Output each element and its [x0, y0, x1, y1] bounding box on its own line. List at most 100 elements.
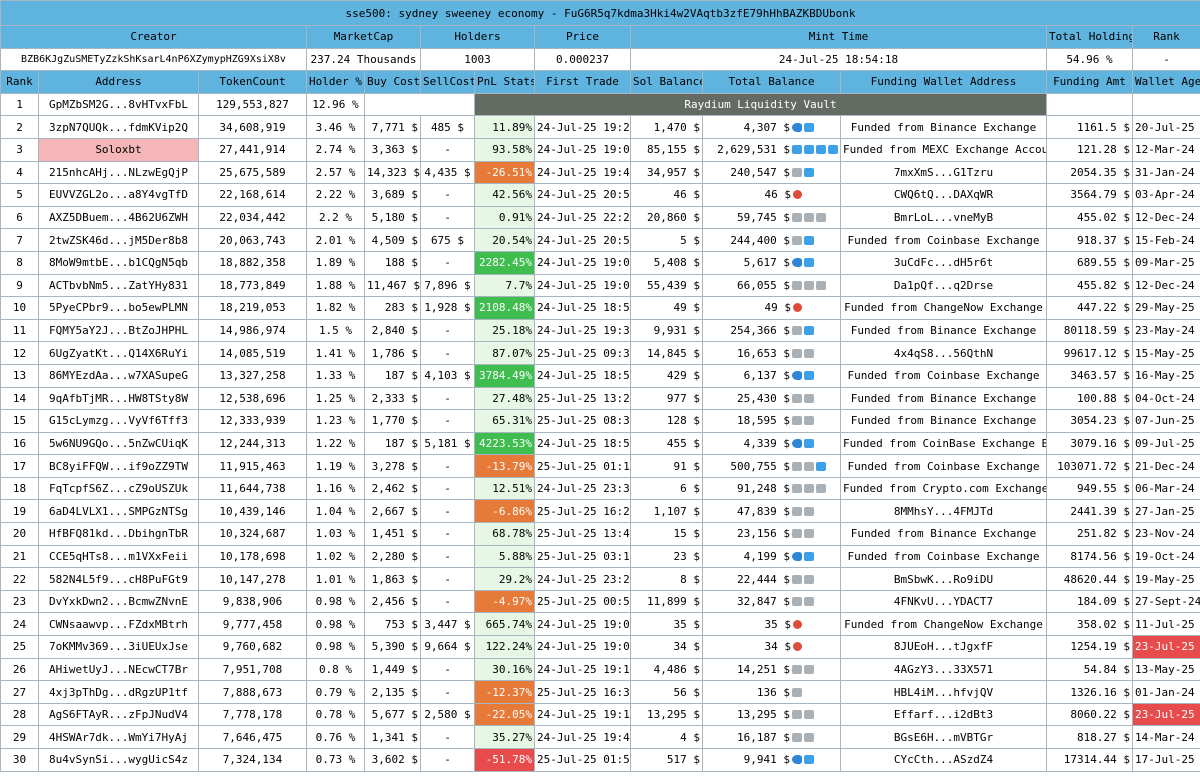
address-cell[interactable]: HfBFQ81kd...DbihgnTbR	[38, 522, 199, 546]
funding-wallet-cell[interactable]: Effarf...i2dBt3	[840, 702, 1047, 727]
wallet-age-cell: 14-Mar-24 00:35	[1131, 725, 1200, 749]
address-cell[interactable]: 5w6NU9GQo...5nZwCUiqK	[38, 431, 199, 456]
address-cell[interactable]: G15cLymzg...VyVf6Tff3	[38, 409, 199, 433]
wallet-age-cell: 19-May-25 23:34	[1131, 567, 1200, 591]
funding-wallet-cell[interactable]: Funded from Binance Exchange	[840, 115, 1047, 139]
table-row: 11 FQMY5aY2J...BtZoJHPHL 14,986,974 1.5 % 2,…	[0, 318, 1200, 343]
total-balance-cell: 5,617 $	[702, 250, 841, 275]
address-cell[interactable]: AgS6FTAyR...zFpJNudV4	[38, 702, 199, 727]
funding-wallet-cell[interactable]: 8MMhsY...4FMJTd	[840, 499, 1047, 524]
address-cell[interactable]: 7oKMMv369...3iUEUxJse	[38, 635, 199, 659]
address-cell[interactable]: 8u4vSynSi...wygUicS4z	[38, 748, 199, 772]
address-cell[interactable]: CWNsaawvp...FZdxMBtrh	[38, 612, 199, 637]
address-cell[interactable]: 3zpN7QUQk...fdmKVip2Q	[38, 115, 199, 139]
funding-wallet-cell[interactable]: 3uCdFc...dH5r6t	[840, 250, 1047, 275]
address-cell[interactable]: 86MYEzdAa...w7XASupeG	[38, 363, 199, 388]
wallet-age-cell: 12-Dec-24 22:07	[1131, 273, 1200, 298]
total-balance-value: 6,137 $	[743, 369, 790, 383]
pnl-cell: 0.91%	[474, 205, 535, 230]
funding-wallet-cell[interactable]: 8JUEoH...tJgxfF	[840, 635, 1047, 659]
funding-wallet-cell[interactable]: 7mxXmS...G1Tzru	[840, 160, 1047, 185]
total-balance-value: 32,847 $	[737, 595, 790, 609]
address-cell[interactable]: Soloxbt	[38, 137, 199, 162]
token-count-cell: 12,333,939	[198, 409, 307, 433]
pnl-cell: 665.74%	[474, 612, 535, 637]
holder-pct-cell: 1.23 %	[306, 409, 365, 433]
creator-address[interactable]: BZB6KJgZuSMETyZzkShKsarL4nP6XZymypHZG9Xs…	[0, 47, 307, 72]
funding-wallet-cell[interactable]: Funded from ChangeNow Exchange	[840, 296, 1047, 320]
address-cell[interactable]: 6aD4LVLX1...SMPGzNTSg	[38, 499, 199, 524]
wallet-age-cell: 31-Jan-24 22:51	[1131, 160, 1200, 185]
first-trade-cell: 24-Jul-25 19:16	[534, 657, 631, 682]
address-cell[interactable]: 4HSWAr7dk...WmYi7HyAj	[38, 725, 199, 749]
funding-wallet-cell[interactable]: Funded from Binance Exchange	[840, 522, 1047, 546]
address-cell[interactable]: 582N4L5f9...cH8PuFGt9	[38, 567, 199, 591]
address-cell[interactable]: DvYxkDwn2...BcmwZNvnE	[38, 589, 199, 614]
funding-wallet-cell[interactable]: 4FNKvU...YDACT7	[840, 589, 1047, 614]
token-count-cell: 25,675,589	[198, 160, 307, 185]
rank-cell: 3	[0, 137, 39, 162]
funding-wallet-cell[interactable]: 4AGzY3...33X571	[840, 657, 1047, 682]
address-cell[interactable]: 5PyeCPbr9...bo5ewPLMN	[38, 296, 199, 320]
wallet-age-cell: 29-May-25 13:03	[1131, 296, 1200, 320]
sell-cost-cell: 9,664 $	[420, 635, 475, 659]
funding-wallet-cell[interactable]: Funded from ChangeNow Exchange	[840, 612, 1047, 637]
funding-wallet-cell[interactable]: Funded from CoinBase Exchange BWs	[840, 431, 1047, 456]
funding-wallet-cell[interactable]: BmrLoL...vneMyB	[840, 205, 1047, 230]
gray-fish-icon	[792, 710, 802, 720]
funding-amt-cell: 17314.44 $	[1046, 748, 1133, 772]
buy-cost-cell: 11,467 $	[364, 273, 421, 298]
funding-amt-cell: 818.27 $	[1046, 725, 1133, 749]
funding-wallet-cell[interactable]: Funded from Coinbase Exchange	[840, 544, 1047, 569]
first-trade-cell: 24-Jul-25 23:36	[534, 476, 631, 501]
funding-wallet-cell[interactable]: Funded from Coinbase Exchange	[840, 363, 1047, 388]
funding-wallet-cell[interactable]: 4x4qS8...56QthN	[840, 341, 1047, 365]
address-cell[interactable]: GpMZbSM2G...8vHTvxFbL	[38, 92, 199, 117]
token-count-cell: 7,888,673	[198, 680, 307, 704]
sell-cost-cell: -	[420, 250, 475, 275]
sell-cost-cell: 1,928 $	[420, 296, 475, 320]
pnl-cell: 3784.49%	[474, 363, 535, 388]
address-cell[interactable]: CCE5qHTs8...m1VXxFeii	[38, 544, 199, 569]
first-trade-cell: 24-Jul-25 18:57	[534, 296, 631, 320]
address-cell[interactable]: AXZ5DBuem...4B62U6ZWH	[38, 205, 199, 230]
gray-fish-icon	[804, 348, 814, 358]
holder-pct-cell: 0.98 %	[306, 589, 365, 614]
address-cell[interactable]: AHiwetUyJ...NEcwCT7Br	[38, 657, 199, 682]
address-cell[interactable]: 6UgZyatKt...Q14X6RuYi	[38, 341, 199, 365]
address-cell[interactable]: 215nhcAHj...NLzwEgQjP	[38, 160, 199, 185]
address-cell[interactable]: 9qAfbTjMR...HW8TSty8W	[38, 386, 199, 411]
funding-wallet-cell[interactable]: CYcCth...ASzdZ4	[840, 748, 1047, 772]
funding-wallet-cell[interactable]: Funded from MEXC Exchange Account	[840, 137, 1047, 162]
sol-balance-cell: 34 $	[630, 635, 703, 659]
address-cell[interactable]: 2twZSK46d...jM5Der8b8	[38, 228, 199, 252]
funding-wallet-cell[interactable]: BGsE6H...mVBTGr	[840, 725, 1047, 749]
total-balance-cell: 14,251 $	[702, 657, 841, 682]
funding-wallet-cell[interactable]: Da1pQf...q2Drse	[840, 273, 1047, 298]
address-cell[interactable]: 4xj3pThDg...dRgzUP1tf	[38, 680, 199, 704]
funding-wallet-cell[interactable]: Funded from Crypto.com Exchange	[840, 476, 1047, 501]
address-cell[interactable]: FQMY5aY2J...BtZoJHPHL	[38, 318, 199, 343]
funding-wallet-cell[interactable]: Funded from Coinbase Exchange	[840, 228, 1047, 252]
funding-wallet-cell[interactable]: Funded from Coinbase Exchange	[840, 454, 1047, 478]
funding-wallet-cell[interactable]: HBL4iM...hfvjQV	[840, 680, 1047, 704]
address-cell[interactable]: 8MoW9mtbE...b1CQgN5qb	[38, 250, 199, 275]
creator-header: Creator	[0, 25, 307, 49]
funding-wallet-cell[interactable]: Funded from Binance Exchange	[840, 386, 1047, 411]
price-header: Price	[534, 25, 631, 49]
mint-time-header: Mint Time	[630, 25, 1047, 49]
address-cell[interactable]: ACTbvbNm5...ZatYHy831	[38, 273, 199, 298]
funding-wallet-cell[interactable]: CWQ6tQ...DAXqWR	[840, 183, 1047, 207]
rank-cell: 19	[0, 499, 39, 524]
gray-fish-icon	[804, 574, 814, 584]
address-cell[interactable]: FqTcpfS6Z...cZ9oUSZUk	[38, 476, 199, 501]
token-count-cell: 22,168,614	[198, 183, 307, 207]
funding-wallet-cell[interactable]: BmSbwK...Ro9iDU	[840, 567, 1047, 591]
address-cell[interactable]: EUVVZGL2o...a8Y4vgTfD	[38, 183, 199, 207]
address-cell[interactable]: BC8yiFFQW...if9oZZ9TW	[38, 454, 199, 478]
total-balance-cell: 47,839 $	[702, 499, 841, 524]
gray-fish-icon	[792, 326, 802, 336]
buy-cost-cell: 187 $	[364, 431, 421, 456]
funding-wallet-cell[interactable]: Funded from Binance Exchange	[840, 318, 1047, 343]
funding-wallet-cell[interactable]: Funded from Binance Exchange	[840, 409, 1047, 433]
